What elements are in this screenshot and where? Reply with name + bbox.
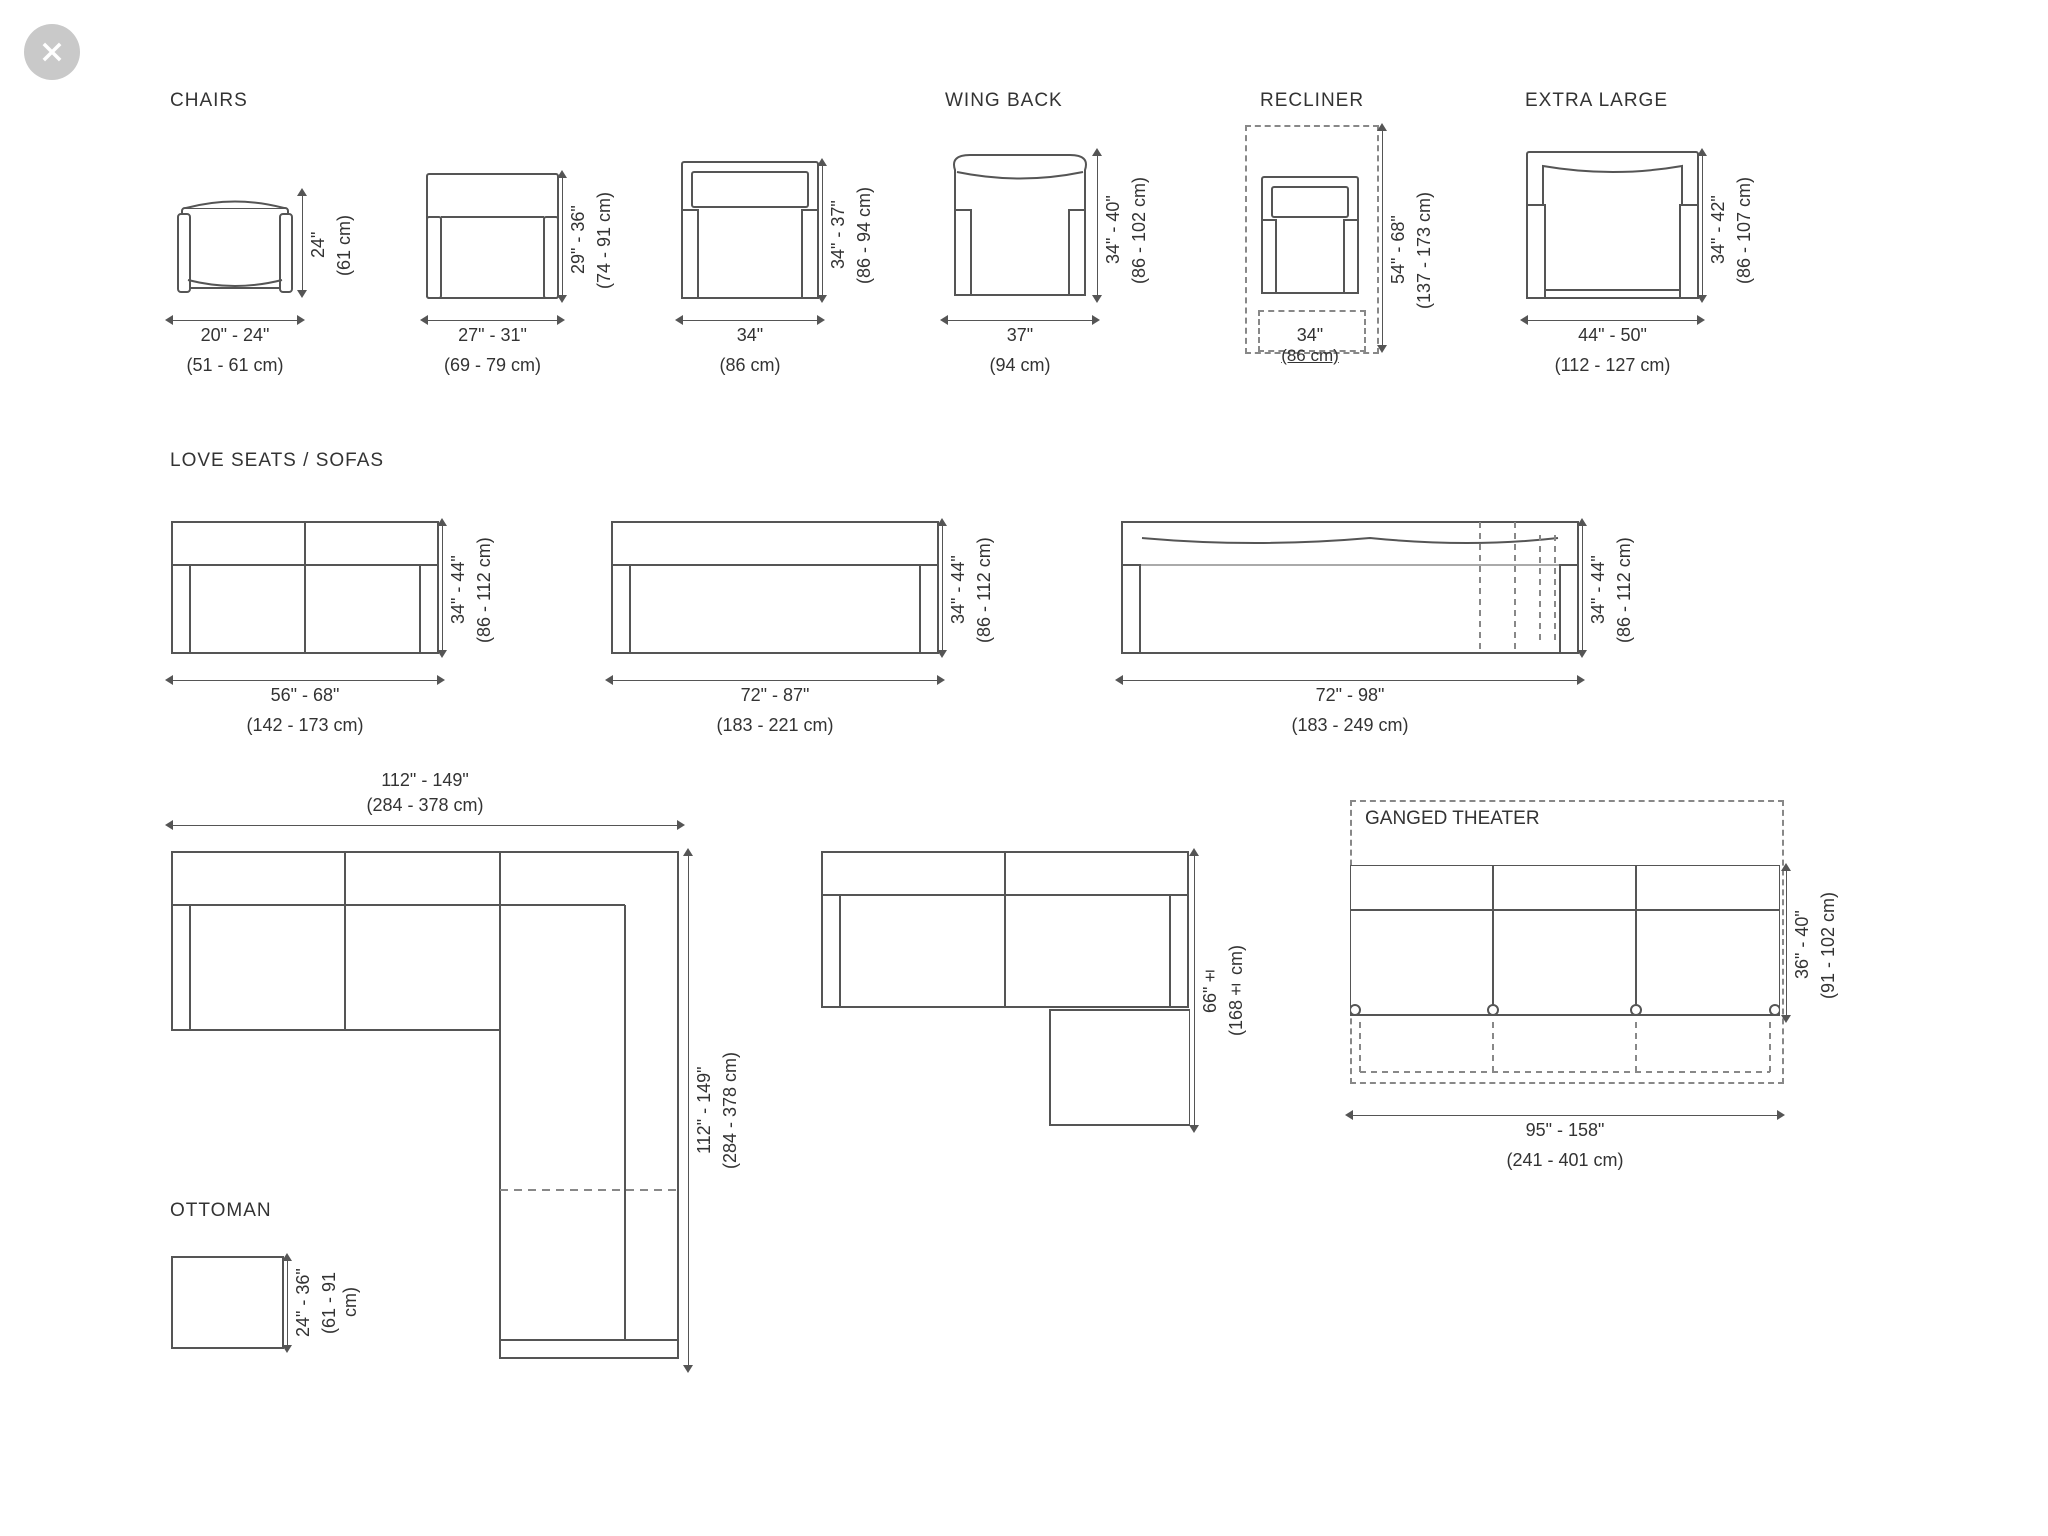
chair3-h-cm: (86 - 94 cm) xyxy=(854,165,875,305)
theater-w-in: 95" - 158" xyxy=(1350,1120,1780,1141)
label-wingback: WING BACK xyxy=(945,90,1063,112)
sofa2-h-in: 34" - 44" xyxy=(1588,530,1609,650)
chair-3 xyxy=(680,160,820,305)
theater-h-cm: (91 - 102 cm) xyxy=(1818,875,1839,1015)
wing-h-in: 34" - 40" xyxy=(1103,160,1124,300)
theater-seats xyxy=(1350,865,1780,1025)
furniture-dimensions-diagram: CHAIRS WING BACK RECLINER EXTRA LARGE 24… xyxy=(0,0,2048,1536)
chair3-h-in: 34" - 37" xyxy=(828,170,849,300)
chair-1 xyxy=(170,190,300,305)
label-theater: GANGED THEATER xyxy=(1365,808,1540,830)
loveseat-w-cm: (142 - 173 cm) xyxy=(170,715,440,736)
label-loveseats: LOVE SEATS / SOFAS xyxy=(170,450,384,472)
sofa1-w-cm: (183 - 221 cm) xyxy=(610,715,940,736)
wing-h-cm: (86 - 102 cm) xyxy=(1129,155,1150,305)
sofa1-h-cm: (86 - 112 cm) xyxy=(974,525,995,655)
label-chairs: CHAIRS xyxy=(170,90,248,112)
wing-back xyxy=(945,150,1095,305)
label-ottoman: OTTOMAN xyxy=(170,1200,272,1222)
chair3-w-cm: (86 cm) xyxy=(680,355,820,376)
chair-2 xyxy=(425,172,560,305)
theater-h-in: 36" - 40" xyxy=(1792,880,1813,1010)
sofaott-h-cm: (168± cm) xyxy=(1226,880,1247,1100)
xlarge-h-cm: (86 - 107 cm) xyxy=(1734,155,1755,305)
sectional-w-in: 112" - 149" xyxy=(170,770,680,791)
sofa-2 xyxy=(1120,520,1580,660)
recliner xyxy=(1260,175,1360,300)
chair2-w-cm: (69 - 79 cm) xyxy=(410,355,575,376)
ottoman-h-cm: (61 - 91 cm) xyxy=(319,1255,361,1350)
recliner-w-cm: (86 cm) xyxy=(1260,346,1360,366)
loveseat-w-in: 56" - 68" xyxy=(170,685,440,706)
sofa1-h-in: 34" - 44" xyxy=(948,530,969,650)
sofa1-w-in: 72" - 87" xyxy=(610,685,940,706)
sofaott-h-in: 66"± xyxy=(1200,890,1221,1090)
sofa2-h-cm: (86 - 112 cm) xyxy=(1614,525,1635,655)
extra-large xyxy=(1525,150,1700,305)
theater-w-cm: (241 - 401 cm) xyxy=(1350,1150,1780,1171)
wing-w-cm: (94 cm) xyxy=(945,355,1095,376)
sofa2-w-cm: (183 - 249 cm) xyxy=(1120,715,1580,736)
recliner-h-in: 54" - 68" xyxy=(1388,160,1409,340)
sofa2-w-in: 72" - 98" xyxy=(1120,685,1580,706)
loveseat-h-cm: (86 - 112 cm) xyxy=(474,525,495,655)
label-recliner: RECLINER xyxy=(1260,90,1364,112)
ottoman xyxy=(170,1255,285,1355)
sectional-w-cm: (284 - 378 cm) xyxy=(170,795,680,816)
close-icon xyxy=(38,38,66,66)
wing-w-in: 37" xyxy=(945,325,1095,346)
chair1-w-cm: (51 - 61 cm) xyxy=(150,355,320,376)
xlarge-w-cm: (112 - 127 cm) xyxy=(1510,355,1715,376)
chair1-w-in: 20" - 24" xyxy=(170,325,300,346)
chair2-h-cm: (74 - 91 cm) xyxy=(594,175,615,305)
chair1-h-in: 24" xyxy=(308,200,329,290)
recliner-w-in: 34" xyxy=(1260,325,1360,346)
xlarge-h-in: 34" - 42" xyxy=(1708,160,1729,300)
recliner-h-cm: (137 - 173 cm) xyxy=(1414,145,1435,355)
loveseat-h-in: 34" - 44" xyxy=(448,530,469,650)
close-button[interactable] xyxy=(24,24,80,80)
loveseat xyxy=(170,520,440,660)
ottoman-h-in: 24" - 36" xyxy=(293,1260,314,1345)
sectional-h-in: 112" - 149" xyxy=(694,960,715,1260)
sofa-1 xyxy=(610,520,940,660)
chair2-h-in: 29" - 36" xyxy=(568,180,589,300)
chair3-w-in: 34" xyxy=(680,325,820,346)
sofa-with-ottoman xyxy=(820,850,1190,1135)
chair1-h-cm: (61 cm) xyxy=(334,190,355,300)
xlarge-w-in: 44" - 50" xyxy=(1525,325,1700,346)
label-extralarge: EXTRA LARGE xyxy=(1525,90,1668,112)
chair2-w-in: 27" - 31" xyxy=(425,325,560,346)
sectional-h-cm: (284 - 378 cm) xyxy=(720,950,741,1270)
